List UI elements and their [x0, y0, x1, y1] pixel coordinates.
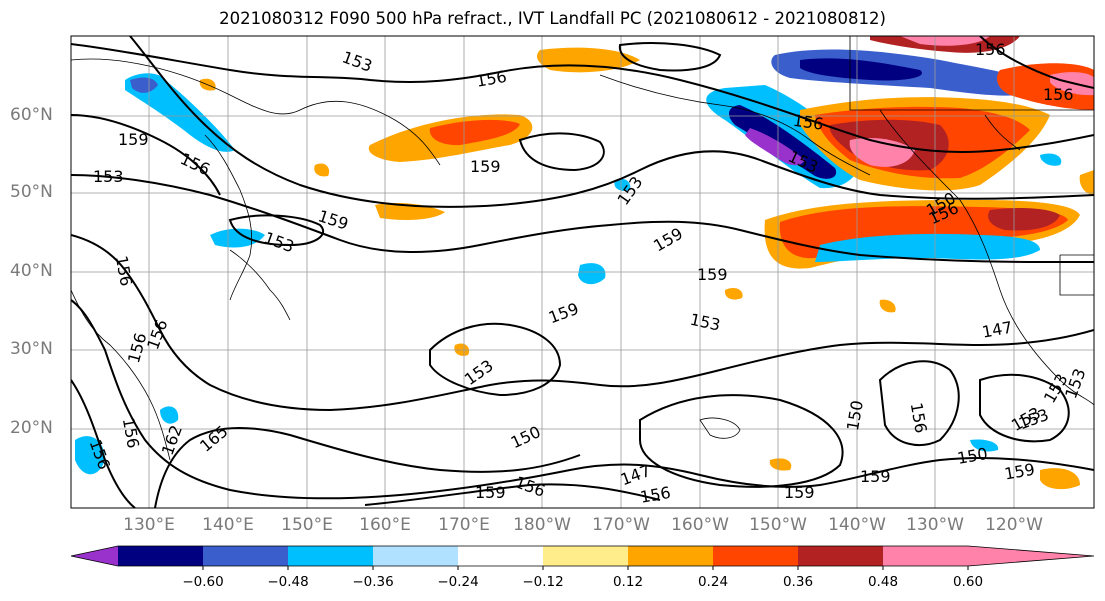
negative-anomaly-blue-okhotsk [125, 73, 235, 152]
contour-label: 159 [475, 483, 506, 502]
lon-label: 170°W [592, 515, 650, 535]
positive-anomaly-patch [1040, 468, 1080, 490]
contour-label: 153 [93, 167, 124, 186]
colorbar-segment [883, 546, 968, 566]
contour-label: 147 [981, 318, 1014, 342]
negative-anomaly-blue-canada [1040, 153, 1062, 166]
contour-label: 156 [975, 40, 1006, 59]
lon-label: 130°W [906, 515, 964, 535]
colorbar-tick-label: −0.12 [522, 574, 564, 590]
lon-label: 150°W [749, 515, 807, 535]
colorbar-tick-label: 0.60 [952, 574, 984, 590]
colorbar-tick-label: 0.24 [697, 574, 729, 590]
contour-label: 153 [262, 228, 297, 256]
colorbar-tick-label: 0.36 [782, 574, 814, 590]
colorbar-segment [628, 546, 713, 566]
lat-label: 50°N [10, 182, 53, 202]
negative-anomaly-blue-china [75, 436, 105, 475]
contour-label: 153 [688, 310, 722, 335]
contour-label: 153 [613, 173, 646, 209]
map-title: 2021080312 F090 500 hPa refract., IVT La… [219, 9, 886, 28]
contour-label: 159 [860, 467, 891, 486]
lon-label: 140°W [828, 515, 886, 535]
negative-anomaly-blue-mid [578, 263, 606, 285]
contour-label: 156 [512, 472, 547, 500]
colorbar-segment [458, 546, 543, 566]
contour-label: 156 [119, 416, 143, 449]
contour-label: 159 [650, 224, 686, 256]
colorbar-tick-label: 0.12 [612, 574, 644, 590]
contour-label: 156 [639, 483, 672, 507]
positive-anomaly-red-bering [429, 119, 520, 146]
positive-anomaly-darkred-45n [988, 207, 1060, 231]
lat-label: 30°N [10, 339, 53, 359]
lon-label: 160°E [359, 515, 411, 535]
positive-anomaly-patch [769, 458, 792, 471]
colorbar-segment [118, 546, 203, 566]
height-contours [71, 36, 1094, 508]
colorbar-tick-label: −0.24 [437, 574, 479, 590]
colorbar-tick-label: −0.36 [352, 574, 394, 590]
positive-anomaly-patch [314, 163, 330, 177]
colorbar-tick-label: −0.60 [182, 574, 224, 590]
negative-anomaly-patch [614, 178, 631, 191]
negative-anomaly-patch [970, 439, 999, 452]
contour-label: 156 [792, 111, 825, 134]
contour-label: 156 [907, 401, 931, 434]
contour-label: 159 [118, 130, 149, 149]
lon-label: 150°E [281, 515, 333, 535]
contour-label: 150 [956, 444, 989, 468]
contour-label: 150 [843, 399, 867, 432]
lon-label: 170°E [438, 515, 490, 535]
colorbar-tick-label: 0.48 [867, 574, 899, 590]
contour-label: 159 [1003, 460, 1036, 484]
colorbar-extend-left [71, 546, 118, 566]
contour-label: 156 [1043, 85, 1074, 104]
contour-label: 165 [196, 422, 232, 456]
contour-label: 156 [143, 317, 171, 352]
lon-label: 160°W [671, 515, 729, 535]
lon-label: 180°W [513, 515, 571, 535]
colorbar-segment [798, 546, 883, 566]
lon-label: 140°E [202, 515, 254, 535]
colorbar-segment [203, 546, 288, 566]
lon-label: 130°E [123, 515, 175, 535]
colorbar-segment [288, 546, 373, 566]
contour-label: 156 [475, 67, 508, 91]
colorbar-tick-label: −0.48 [267, 574, 309, 590]
positive-anomaly-patch [724, 287, 743, 300]
negative-anomaly-patch [160, 406, 179, 424]
contour-label: 159 [784, 483, 815, 502]
negative-anomaly-blue2-okhotsk [130, 77, 158, 93]
contour-label: 156 [112, 254, 136, 287]
contour-label-layer: 153 156 156 159 153 156 159 153 159 156 … [86, 40, 1090, 507]
contour-label: 162 [158, 422, 186, 457]
colorbar-extend-right [968, 546, 1094, 566]
contour-label: 153 [340, 47, 375, 75]
map-frame [70, 35, 1095, 509]
negative-anomaly-purple [745, 128, 805, 166]
lat-label: 60°N [10, 105, 53, 125]
colorbar-segment [543, 546, 628, 566]
positive-anomaly-pink-top [900, 36, 990, 46]
colorbar [70, 545, 1095, 570]
lon-label: 120°W [985, 515, 1043, 535]
contour-label: 159 [546, 299, 581, 327]
contour-label: 150 [508, 422, 544, 452]
positive-anomaly-patch [879, 299, 896, 313]
contour-label: 159 [316, 206, 351, 234]
colorbar-segment [373, 546, 458, 566]
colorbar-segment [713, 546, 798, 566]
contour-label: 159 [470, 157, 501, 176]
negative-anomaly-navy [728, 105, 837, 179]
coastlines [71, 36, 1094, 461]
positive-anomaly-patch [1079, 170, 1094, 195]
lat-label: 40°N [10, 261, 53, 281]
negative-anomaly-navy-north [800, 58, 922, 81]
lat-label: 20°N [10, 418, 53, 438]
contour-label: 159 [697, 265, 728, 284]
